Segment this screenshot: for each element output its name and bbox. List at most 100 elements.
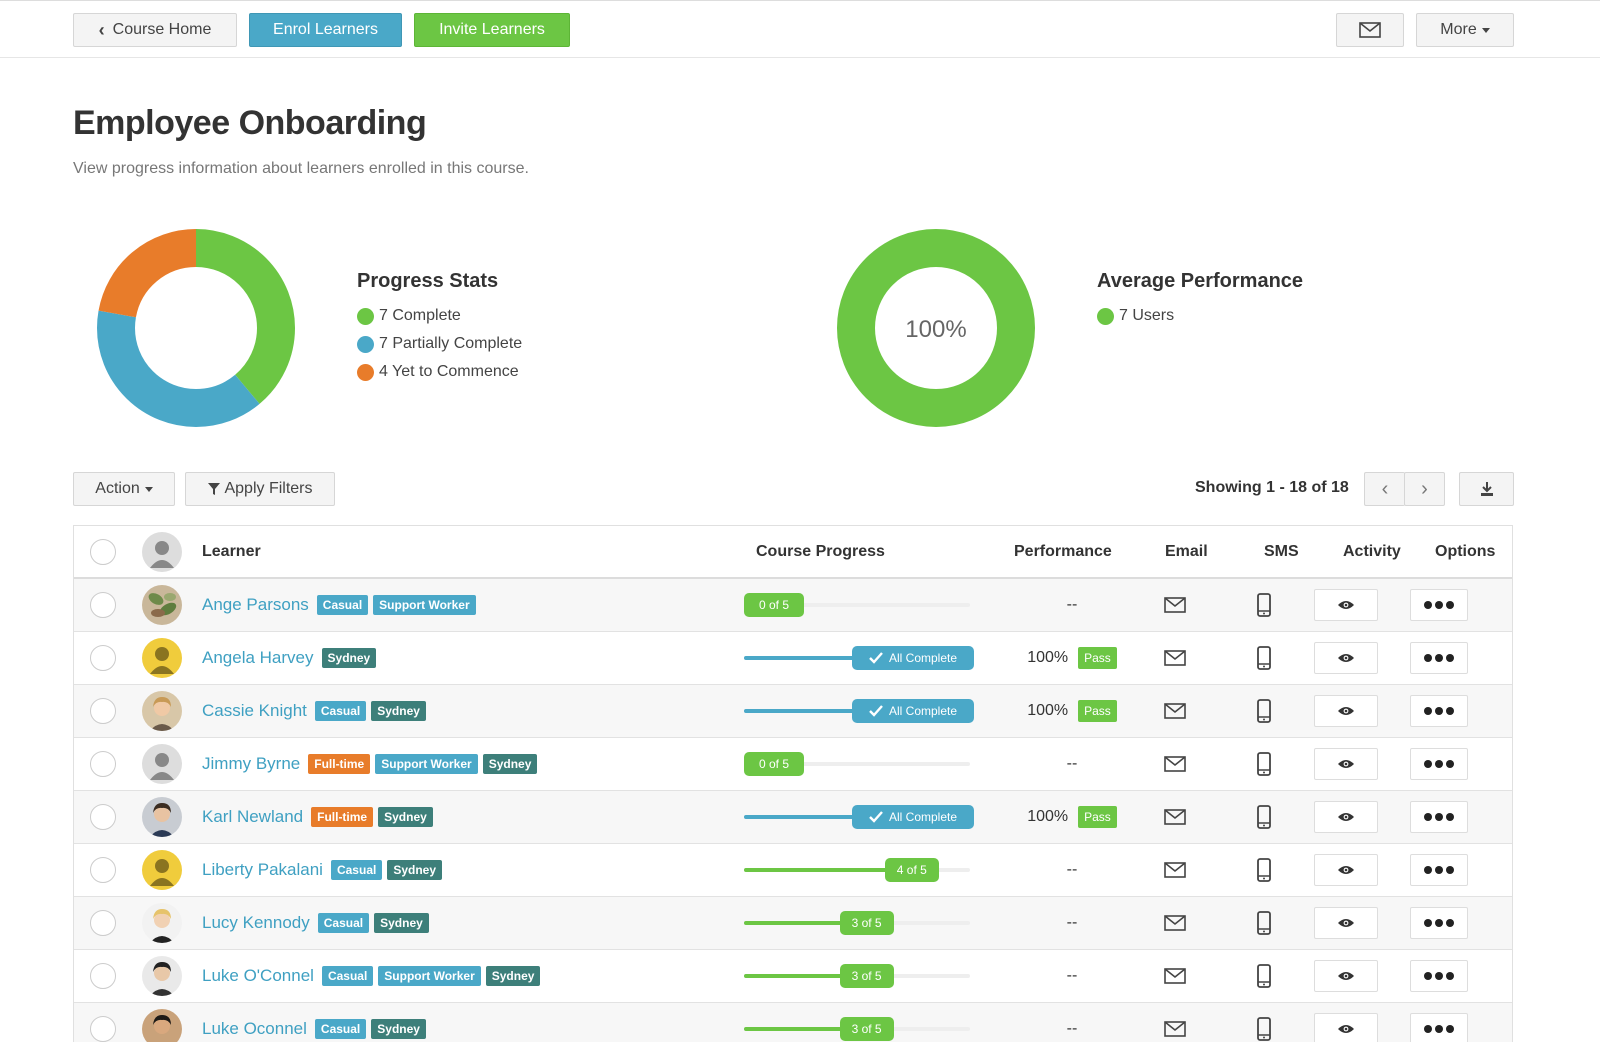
previous-page-button[interactable]: ‹ (1364, 472, 1405, 506)
envelope-icon[interactable] (1164, 968, 1186, 984)
tag-casual: Casual (321, 966, 374, 986)
mobile-phone-icon[interactable] (1257, 858, 1271, 882)
mobile-phone-icon[interactable] (1257, 646, 1271, 670)
mobile-phone-icon[interactable] (1257, 699, 1271, 723)
options-menu-button[interactable] (1410, 1013, 1468, 1042)
avatar (142, 691, 182, 731)
envelope-icon[interactable] (1164, 650, 1186, 666)
learner-name-link[interactable]: Luke O'Connel (202, 966, 314, 985)
row-checkbox[interactable] (90, 592, 116, 618)
row-checkbox[interactable] (90, 698, 116, 724)
options-cell (1410, 1003, 1468, 1042)
learner-name-link[interactable]: Ange Parsons (202, 595, 309, 614)
table-row[interactable]: Liberty Pakalani Casual Sydney 4 of 5 -- (74, 844, 1512, 897)
learner-name-link[interactable]: Cassie Knight (202, 701, 307, 720)
mobile-phone-icon[interactable] (1257, 752, 1271, 776)
ellipsis-icon (1435, 866, 1443, 874)
legend-label: 7 Users (1119, 307, 1175, 324)
table-row[interactable]: Luke O'Connel Casual Support Worker Sydney 3… (74, 950, 1512, 1003)
course-home-button[interactable]: ‹ Course Home (73, 13, 237, 47)
avatar (142, 850, 182, 890)
avatar (142, 903, 182, 943)
performance-cell: 100% Pass (1002, 791, 1142, 843)
select-all-checkbox[interactable] (90, 539, 116, 565)
row-checkbox[interactable] (90, 804, 116, 830)
view-activity-button[interactable] (1314, 642, 1378, 674)
header-options: Options (1435, 543, 1496, 560)
learner-name-link[interactable]: Karl Newland (202, 807, 304, 826)
course-home-label: Course Home (112, 21, 212, 38)
learner-name-link[interactable]: Lucy Kennody (202, 913, 310, 932)
learner-name-link[interactable]: Jimmy Byrne (202, 754, 301, 773)
options-cell (1410, 897, 1468, 949)
header-course-progress[interactable]: Course Progress (756, 543, 885, 560)
ellipsis-icon (1424, 866, 1432, 874)
envelope-icon[interactable] (1164, 597, 1186, 613)
mobile-phone-icon[interactable] (1257, 593, 1271, 617)
next-page-button[interactable]: › (1404, 472, 1445, 506)
mobile-phone-icon[interactable] (1257, 964, 1271, 988)
mobile-phone-icon[interactable] (1257, 805, 1271, 829)
table-row[interactable]: Ange Parsons Casual Support Worker 0 of 5 -- (74, 579, 1512, 632)
row-checkbox[interactable] (90, 857, 116, 883)
message-button[interactable] (1336, 13, 1404, 47)
table-body: Ange Parsons Casual Support Worker 0 of 5 --… (74, 579, 1512, 1042)
options-menu-button[interactable] (1410, 642, 1468, 674)
view-activity-button[interactable] (1314, 695, 1378, 727)
learner-name-link[interactable]: Luke Oconnel (202, 1019, 307, 1038)
ellipsis-icon (1435, 972, 1443, 980)
learner-cell: Luke O'Connel Casual Support Worker Sydney (202, 950, 545, 1002)
learner-name-link[interactable]: Angela Harvey (202, 648, 314, 667)
apply-filters-button[interactable]: Apply Filters (185, 472, 335, 506)
row-checkbox[interactable] (90, 645, 116, 671)
view-activity-button[interactable] (1314, 907, 1378, 939)
row-checkbox[interactable] (90, 751, 116, 777)
view-activity-button[interactable] (1314, 960, 1378, 992)
envelope-icon[interactable] (1164, 809, 1186, 825)
view-activity-button[interactable] (1314, 854, 1378, 886)
more-menu-button[interactable]: More (1416, 13, 1514, 47)
options-menu-button[interactable] (1410, 589, 1468, 621)
table-row[interactable]: Karl Newland Full-time Sydney All Complete 1… (74, 791, 1512, 844)
eye-icon (1338, 760, 1354, 768)
row-checkbox[interactable] (90, 963, 116, 989)
options-menu-button[interactable] (1410, 960, 1468, 992)
mobile-phone-icon[interactable] (1257, 1017, 1271, 1041)
view-activity-button[interactable] (1314, 801, 1378, 833)
enrol-learners-button[interactable]: Enrol Learners (249, 13, 402, 47)
table-row[interactable]: Luke Oconnel Casual Sydney 3 of 5 -- (74, 1003, 1512, 1042)
pass-badge: Pass (1078, 806, 1117, 828)
view-activity-button[interactable] (1314, 748, 1378, 780)
options-menu-button[interactable] (1410, 907, 1468, 939)
download-button[interactable] (1459, 472, 1514, 506)
view-activity-button[interactable] (1314, 589, 1378, 621)
row-checkbox[interactable] (90, 1016, 116, 1042)
options-menu-button[interactable] (1410, 801, 1468, 833)
learner-cell: Jimmy Byrne Full-time Support Worker Sydney (202, 738, 542, 790)
ellipsis-icon (1424, 919, 1432, 927)
table-row[interactable]: Angela Harvey Sydney All Complete 100% Pass (74, 632, 1512, 685)
tag-casual: Casual (330, 860, 383, 880)
mobile-phone-icon[interactable] (1257, 911, 1271, 935)
table-row[interactable]: Lucy Kennody Casual Sydney 3 of 5 -- (74, 897, 1512, 950)
header-learner[interactable]: Learner (202, 543, 261, 560)
row-checkbox[interactable] (90, 910, 116, 936)
options-menu-button[interactable] (1410, 695, 1468, 727)
progress-cell: 0 of 5 (744, 579, 984, 631)
invite-learners-button[interactable]: Invite Learners (414, 13, 570, 47)
options-menu-button[interactable] (1410, 854, 1468, 886)
envelope-icon[interactable] (1164, 1021, 1186, 1037)
table-row[interactable]: Jimmy Byrne Full-time Support Worker Sydney… (74, 738, 1512, 791)
progress-label: 3 of 5 (851, 916, 882, 930)
learner-name-link[interactable]: Liberty Pakalani (202, 860, 323, 879)
envelope-icon[interactable] (1164, 862, 1186, 878)
header-performance[interactable]: Performance (1014, 543, 1112, 560)
envelope-icon[interactable] (1164, 703, 1186, 719)
avatar (142, 585, 182, 625)
view-activity-button[interactable] (1314, 1013, 1378, 1042)
action-dropdown[interactable]: Action (73, 472, 175, 506)
options-menu-button[interactable] (1410, 748, 1468, 780)
envelope-icon[interactable] (1164, 756, 1186, 772)
table-row[interactable]: Cassie Knight Casual Sydney All Complete 100… (74, 685, 1512, 738)
envelope-icon[interactable] (1164, 915, 1186, 931)
